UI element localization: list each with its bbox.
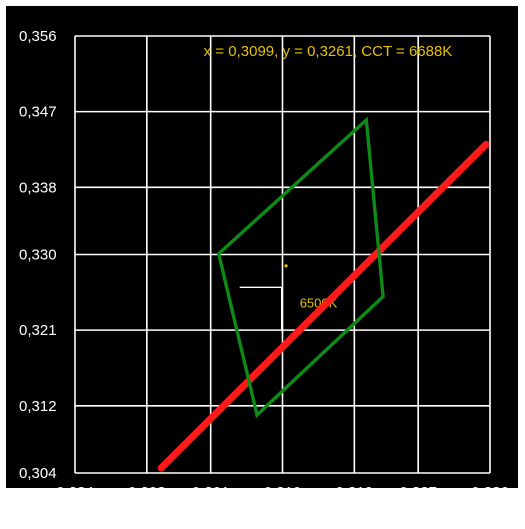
y-tick-label: 0,321 — [19, 322, 57, 339]
y-tick-label: 0,330 — [19, 247, 57, 264]
tick-label-layer: 0,284 0,293 0,301 0,310 0,319 0,327 0,336 0,304… — [19, 28, 509, 501]
y-tick-label: 0,347 — [19, 104, 57, 121]
x-tick-label: 0,336 — [471, 484, 509, 501]
reference-point-marker — [284, 264, 288, 268]
y-tick-label: 0,304 — [19, 465, 57, 482]
x-tick-label: 0,310 — [264, 484, 302, 501]
x-tick-label: 0,284 — [56, 484, 94, 501]
grid-layer — [74, 35, 491, 474]
plot-background — [6, 6, 518, 488]
coordinate-readout: x = 0,3099, y = 0,3261, CCT = 6688K — [204, 43, 453, 60]
tolerance-polygon — [216, 116, 385, 419]
planckian-locus-line — [157, 140, 490, 472]
x-tick-label: 0,319 — [336, 484, 374, 501]
x-tick-label: 0,327 — [399, 484, 437, 501]
y-tick-label: 0,338 — [19, 179, 57, 196]
y-tick-label: 0,312 — [19, 398, 57, 415]
series-layer — [157, 116, 490, 472]
y-tick-label: 0,356 — [19, 28, 57, 45]
x-tick-label: 0,301 — [192, 484, 230, 501]
x-tick-label: 0,293 — [128, 484, 166, 501]
